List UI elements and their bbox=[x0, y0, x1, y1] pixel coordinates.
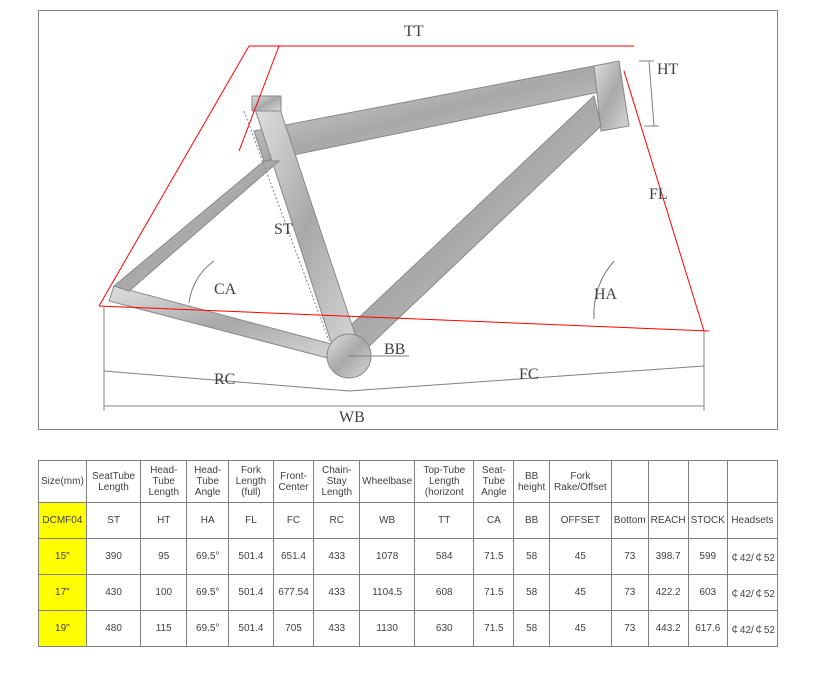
cell: 95 bbox=[141, 539, 187, 575]
cell: TT bbox=[415, 503, 474, 539]
col-bbheight: BB height bbox=[514, 461, 549, 503]
label-st: ST bbox=[274, 221, 293, 239]
label-tt: TT bbox=[404, 23, 424, 41]
cell: ￠42/￠52 bbox=[727, 539, 777, 575]
geometry-diagram: TT HT FL HA FC BB WB RC CA ST bbox=[38, 10, 778, 430]
col-fork: Fork Length (full) bbox=[229, 461, 273, 503]
cell: 69.5° bbox=[187, 575, 229, 611]
label-rc: RC bbox=[214, 371, 235, 389]
cell: 398.7 bbox=[648, 539, 688, 575]
label-fc: FC bbox=[519, 366, 539, 384]
cell: DCMF04 bbox=[39, 503, 87, 539]
cell: 69.5° bbox=[187, 539, 229, 575]
cell: 599 bbox=[688, 539, 727, 575]
cell: 71.5 bbox=[474, 611, 514, 647]
table-body: DCMF04 ST HT HA FL FC RC WB TT CA BB OFF… bbox=[39, 503, 778, 647]
cell: CA bbox=[474, 503, 514, 539]
cell: 651.4 bbox=[273, 539, 314, 575]
cell: 58 bbox=[514, 575, 549, 611]
cell: 19" bbox=[39, 611, 87, 647]
col-blank1 bbox=[611, 461, 648, 503]
cell: Bottom bbox=[611, 503, 648, 539]
col-front: Front-Center bbox=[273, 461, 314, 503]
cell: 45 bbox=[549, 611, 611, 647]
col-headtube: Head-Tube Length bbox=[141, 461, 187, 503]
label-wb: WB bbox=[339, 409, 365, 427]
cell: 433 bbox=[314, 575, 360, 611]
col-headangle: Head-Tube Angle bbox=[187, 461, 229, 503]
cell: ￠42/￠52 bbox=[727, 575, 777, 611]
cell: STOCK bbox=[688, 503, 727, 539]
cell: WB bbox=[360, 503, 415, 539]
label-ca: CA bbox=[214, 281, 236, 299]
cell: 73 bbox=[611, 611, 648, 647]
cell: ST bbox=[86, 503, 141, 539]
label-ht: HT bbox=[657, 61, 678, 79]
cell: ￠42/￠52 bbox=[727, 611, 777, 647]
table-row: 19" 480 115 69.5° 501.4 705 433 1130 630… bbox=[39, 611, 778, 647]
cell: 71.5 bbox=[474, 575, 514, 611]
col-blank3 bbox=[688, 461, 727, 503]
col-seattube: SeatTube Length bbox=[86, 461, 141, 503]
cell: 443.2 bbox=[648, 611, 688, 647]
cell: 45 bbox=[549, 575, 611, 611]
col-wheelbase: Wheelbase bbox=[360, 461, 415, 503]
cell: 501.4 bbox=[229, 611, 273, 647]
cell: 71.5 bbox=[474, 539, 514, 575]
cell: FL bbox=[229, 503, 273, 539]
cell: 433 bbox=[314, 539, 360, 575]
cell: 480 bbox=[86, 611, 141, 647]
cell: 1078 bbox=[360, 539, 415, 575]
cell: 584 bbox=[415, 539, 474, 575]
cell: 677.54 bbox=[273, 575, 314, 611]
cell: 422.2 bbox=[648, 575, 688, 611]
cell: HT bbox=[141, 503, 187, 539]
col-chainstay: Chain-Stay Length bbox=[314, 461, 360, 503]
col-rake: Fork Rake/Offset bbox=[549, 461, 611, 503]
label-ha: HA bbox=[594, 286, 617, 304]
cell: 58 bbox=[514, 539, 549, 575]
cell: RC bbox=[314, 503, 360, 539]
cell: HA bbox=[187, 503, 229, 539]
col-blank2 bbox=[648, 461, 688, 503]
col-size: Size(mm) bbox=[39, 461, 87, 503]
cell: 608 bbox=[415, 575, 474, 611]
header-row: Size(mm) SeatTube Length Head-Tube Lengt… bbox=[39, 461, 778, 503]
cell: BB bbox=[514, 503, 549, 539]
cell: 1130 bbox=[360, 611, 415, 647]
label-fl: FL bbox=[649, 186, 668, 204]
geometry-table: Size(mm) SeatTube Length Head-Tube Lengt… bbox=[38, 460, 778, 647]
cell: 58 bbox=[514, 611, 549, 647]
cell: 705 bbox=[273, 611, 314, 647]
cell: 45 bbox=[549, 539, 611, 575]
cell: 501.4 bbox=[229, 575, 273, 611]
cell: 617.6 bbox=[688, 611, 727, 647]
cell: 73 bbox=[611, 575, 648, 611]
cell: 73 bbox=[611, 539, 648, 575]
cell: 1104.5 bbox=[360, 575, 415, 611]
cell: 100 bbox=[141, 575, 187, 611]
cell: FC bbox=[273, 503, 314, 539]
cell: OFFSET bbox=[549, 503, 611, 539]
table-row: 15" 390 95 69.5° 501.4 651.4 433 1078 58… bbox=[39, 539, 778, 575]
cell: 69.5° bbox=[187, 611, 229, 647]
cell: REACH bbox=[648, 503, 688, 539]
col-seatangle: Seat-Tube Angle bbox=[474, 461, 514, 503]
cell: 15" bbox=[39, 539, 87, 575]
cell: 433 bbox=[314, 611, 360, 647]
col-blank4 bbox=[727, 461, 777, 503]
cell: 115 bbox=[141, 611, 187, 647]
cell: 501.4 bbox=[229, 539, 273, 575]
label-bb: BB bbox=[384, 341, 405, 359]
cell: 630 bbox=[415, 611, 474, 647]
table-row: 17" 430 100 69.5° 501.4 677.54 433 1104.… bbox=[39, 575, 778, 611]
code-row: DCMF04 ST HT HA FL FC RC WB TT CA BB OFF… bbox=[39, 503, 778, 539]
cell: 17" bbox=[39, 575, 87, 611]
cell: 603 bbox=[688, 575, 727, 611]
cell: Headsets bbox=[727, 503, 777, 539]
col-toptube: Top-Tube Length (horizont bbox=[415, 461, 474, 503]
cell: 430 bbox=[86, 575, 141, 611]
cell: 390 bbox=[86, 539, 141, 575]
